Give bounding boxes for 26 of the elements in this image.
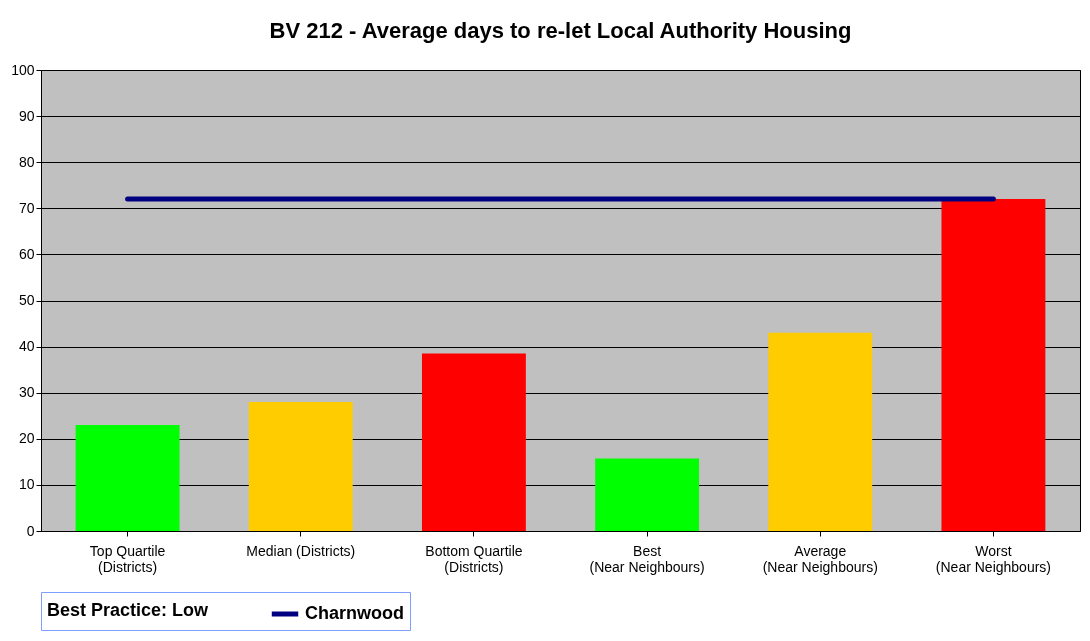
y-tick-label: 60 (18, 245, 35, 262)
x-tick-label: Average (Near Neighbours) (762, 542, 878, 575)
bar (75, 424, 180, 531)
chart-title: BV 212 - Average days to re-let Local Authority Housing (269, 18, 852, 43)
bar (941, 199, 1046, 531)
bar (421, 353, 526, 531)
y-tick-label: 80 (18, 153, 35, 170)
x-tick-label: Median (Districts) (246, 542, 356, 559)
x-tick-label: Bottom Quartile (Districts) (425, 542, 523, 575)
y-tick-label: 20 (18, 430, 35, 447)
x-tick-label: Best (Near Neighbours) (589, 542, 705, 575)
y-tick-label: 50 (18, 292, 35, 308)
y-tick-label: 100 (11, 61, 35, 78)
y-tick-label: 90 (18, 107, 35, 124)
x-tick-label: Worst (Near Neighbours) (935, 542, 1051, 575)
y-tick-label: 70 (18, 199, 35, 216)
legend-label: Charnwood (305, 603, 404, 623)
y-tick-label: 30 (18, 384, 35, 401)
y-tick-label: 40 (18, 338, 35, 355)
text: Best Practice: Low (47, 600, 210, 620)
y-tick-label: 10 (18, 476, 35, 493)
y-tick-label: 0 (26, 522, 35, 539)
x-tick-label: Top Quartile (Districts) (89, 542, 166, 575)
bar (248, 401, 353, 531)
bar (768, 332, 873, 531)
bar (595, 458, 700, 531)
